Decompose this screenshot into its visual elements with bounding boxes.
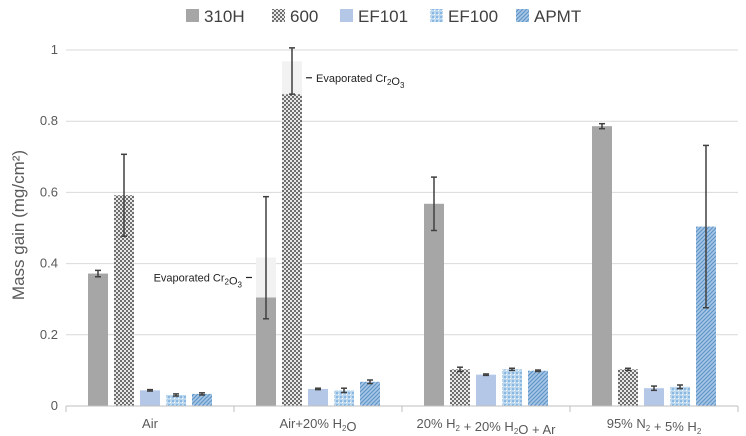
bar-600 [450, 369, 470, 406]
axes: 0 0.2 0.4 0.6 0.8 1 Air Air+20% H2O 20% H2 + 20%… [40, 42, 739, 436]
x-category-label: 20% H2 + 20% H2O + Ar [417, 416, 557, 436]
y-axis-title: Mass gain (mg/cm²) [9, 150, 28, 300]
bars [88, 94, 716, 407]
legend-swatch-310H [186, 9, 199, 22]
annotations: Evaporated Cr2O3 Evaporated Cr2O3 [154, 73, 405, 290]
bar-EF101 [644, 388, 664, 406]
annotation-evaporated-cr2o3: Evaporated Cr2O3 [316, 73, 405, 90]
bar-600 [282, 94, 302, 407]
gridlines [66, 49, 738, 336]
error-bars [95, 47, 709, 397]
bar-310H [424, 203, 444, 406]
y-tick-label: 0.4 [40, 256, 58, 271]
bar-EF100 [670, 386, 690, 406]
x-category-label: Air [142, 416, 159, 431]
annotation-evaporated-cr2o3: Evaporated Cr2O3 [154, 272, 243, 289]
legend-label-EF100: EF100 [448, 7, 498, 26]
bar-EF101 [476, 374, 496, 406]
bar-EF100 [502, 369, 522, 406]
legend-swatch-EF101 [340, 9, 353, 22]
bar-EF101 [308, 388, 328, 406]
y-tick-label: 1 [51, 42, 58, 57]
bar-APMT [528, 370, 548, 406]
legend-swatch-600 [272, 9, 285, 22]
bar-EF101 [140, 390, 160, 406]
legend-swatch-APMT [516, 9, 529, 22]
bar-310H [256, 297, 276, 406]
bar-310H [592, 126, 612, 407]
x-category-label: Air+20% H2O [279, 416, 356, 434]
legend: 310H 600 EF101 EF100 APMT [186, 7, 581, 26]
bar-310H [88, 273, 108, 406]
bar-APMT [696, 226, 716, 406]
x-category-label: 95% N2 + 5% H2 [607, 416, 702, 436]
y-tick-label: 0.8 [40, 113, 58, 128]
bar-APMT [360, 381, 380, 406]
y-tick-label: 0.2 [40, 327, 58, 342]
y-tick-label: 0 [51, 398, 58, 413]
bar-600 [114, 195, 134, 406]
bar-EF100 [334, 390, 354, 406]
legend-label-600: 600 [290, 7, 318, 26]
bar-APMT [192, 393, 212, 406]
legend-label-310H: 310H [204, 7, 245, 26]
bar-EF100 [166, 394, 186, 406]
legend-swatch-EF100 [430, 9, 443, 22]
bar-600 [618, 369, 638, 406]
legend-label-APMT: APMT [534, 7, 581, 26]
legend-label-EF101: EF101 [358, 7, 408, 26]
y-tick-label: 0.6 [40, 184, 58, 199]
